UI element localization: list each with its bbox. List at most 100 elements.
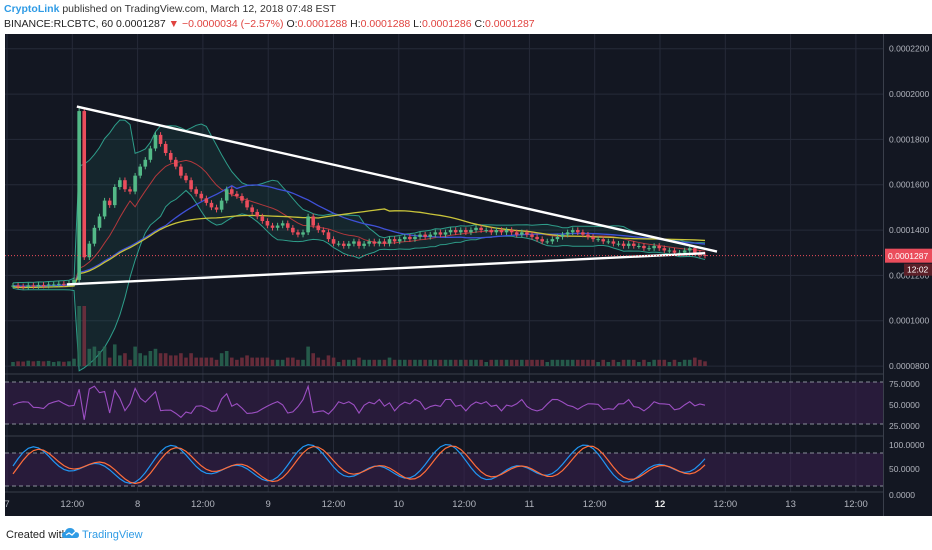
volume-bar xyxy=(586,359,590,366)
x-tick-label: 11 xyxy=(524,499,534,510)
candle-body xyxy=(621,243,626,246)
candle-body xyxy=(62,283,66,285)
volume-bar xyxy=(387,357,392,366)
candle-body xyxy=(392,239,397,242)
candle-body xyxy=(535,236,539,240)
published-line: CryptoLink published on TradingView.com,… xyxy=(4,3,336,15)
candle-body xyxy=(174,159,178,167)
candle-body xyxy=(514,232,519,235)
volume-bar xyxy=(265,357,270,366)
candle-body xyxy=(296,232,300,235)
volume-bar xyxy=(672,359,677,366)
volume-bar xyxy=(555,359,560,366)
volume-bar xyxy=(235,359,239,366)
volume-bar xyxy=(458,359,463,366)
volume-bar xyxy=(179,353,183,366)
candle-body xyxy=(133,175,137,192)
volume-bar xyxy=(326,355,331,366)
volume-bar xyxy=(133,346,137,366)
price-tick-label: 0.0001600 xyxy=(889,180,929,190)
candle-body xyxy=(474,227,478,231)
price-axis[interactable]: 0.0002200 0.0002000 0.0001800 0.0001600 0.00… xyxy=(883,34,932,516)
publisher-name[interactable]: CryptoLink xyxy=(4,3,60,15)
candle-body xyxy=(637,245,641,247)
candle-body xyxy=(153,134,158,149)
volume-bar xyxy=(229,357,234,366)
candle-body xyxy=(652,245,656,249)
chart-panel[interactable]: 7 12:00 8 12:00 9 12:00 10 12:00 11 12:00 12 12:00 1… xyxy=(4,34,883,516)
volume-bar xyxy=(520,359,524,366)
volume-bar xyxy=(677,362,682,366)
volume-bar xyxy=(601,359,606,366)
volume-bar xyxy=(321,359,326,366)
candle-body xyxy=(143,159,148,167)
price-badge-value: 0.0001287 xyxy=(888,251,928,261)
volume-bar xyxy=(499,359,504,366)
low-label: L: xyxy=(413,18,422,30)
volume-bar xyxy=(367,359,371,366)
volume-bar xyxy=(606,362,611,366)
candle-body xyxy=(179,166,183,176)
volume-bar xyxy=(219,353,224,366)
volume-bar xyxy=(535,359,539,366)
volume-bar xyxy=(199,357,204,366)
moving-average-blue xyxy=(12,184,706,287)
candle-body xyxy=(72,279,76,284)
candle-body xyxy=(575,230,580,233)
volume-bar xyxy=(621,359,626,366)
candle-body xyxy=(204,198,209,203)
volume-bar xyxy=(280,359,285,366)
candle-body xyxy=(616,243,621,245)
volume-bar xyxy=(484,362,489,366)
price-change: −0.0000034 (−2.57%) xyxy=(181,18,284,30)
candle-body xyxy=(662,248,667,251)
volume-bar xyxy=(123,353,127,366)
volume-bar xyxy=(474,359,478,366)
x-tick-label: 12:00 xyxy=(452,499,476,510)
candle-body xyxy=(240,196,244,201)
candle-body xyxy=(336,243,341,245)
candle-body xyxy=(667,250,672,252)
volume-bar xyxy=(433,359,438,366)
x-tick-label: 13 xyxy=(785,499,796,510)
volume-bar xyxy=(36,360,41,366)
candle-body xyxy=(31,285,36,287)
volume-bar xyxy=(168,355,173,366)
candle-body xyxy=(647,248,651,250)
volume-bar xyxy=(382,359,387,366)
tradingview-link[interactable]: TradingView xyxy=(82,529,143,541)
candle-body xyxy=(128,189,132,192)
volume-bar xyxy=(184,357,188,366)
candle-body xyxy=(570,230,575,233)
candle-body xyxy=(453,230,458,233)
volume-bar xyxy=(112,344,117,366)
volume-bar xyxy=(489,359,494,366)
tradingview-cloud-icon xyxy=(62,528,79,538)
volume-bar xyxy=(296,359,300,366)
countdown-badge xyxy=(904,263,932,276)
candle-body xyxy=(489,230,494,233)
rsi-line xyxy=(12,384,706,420)
volume-bar xyxy=(504,359,509,366)
volume-bar xyxy=(77,306,81,366)
x-tick-label: 12:00 xyxy=(191,499,215,510)
volume-bar xyxy=(275,359,280,366)
x-tick-label: 8 xyxy=(135,499,140,510)
candle-body xyxy=(16,285,20,287)
chart-canvas[interactable]: 7 12:00 8 12:00 9 12:00 10 12:00 11 12:00 12 12:00 1… xyxy=(4,34,883,516)
candle-body xyxy=(97,216,102,228)
candle-body xyxy=(285,223,290,228)
candle-body xyxy=(41,284,46,286)
candle-body xyxy=(672,250,677,253)
volume-bar xyxy=(397,359,402,366)
candle-body xyxy=(682,250,687,253)
stoch-band xyxy=(5,453,883,486)
volume-bar xyxy=(392,359,397,366)
volume-bar xyxy=(377,359,382,366)
open-value: 0.0001288 xyxy=(297,18,348,30)
candle-body xyxy=(224,189,229,201)
candle-body xyxy=(428,234,433,237)
symbol-label: BINANCE:RLCBTC, 60 xyxy=(4,18,114,30)
change-down-icon: ▼ xyxy=(168,18,180,30)
volume-bar xyxy=(682,359,687,366)
